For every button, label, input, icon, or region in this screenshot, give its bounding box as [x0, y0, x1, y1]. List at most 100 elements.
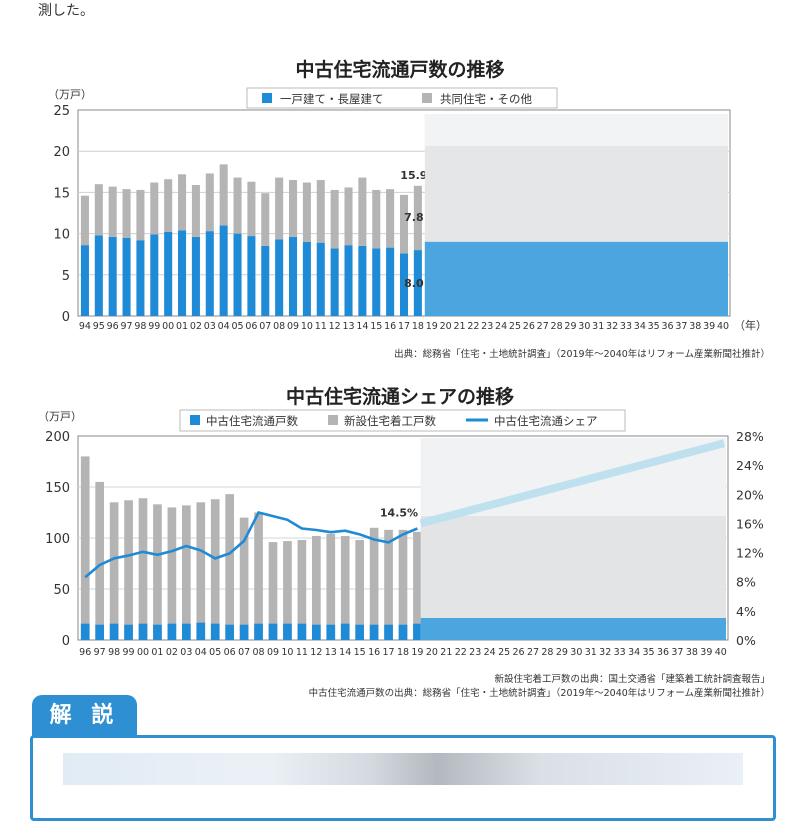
chart2-y2tick-label: 28%: [736, 429, 764, 444]
chart1-ytick-label: 10: [53, 228, 70, 243]
chart2-bar-used: [95, 624, 104, 640]
chart1-xtick-label: 02: [190, 321, 202, 332]
chart2-xtick-label: 16: [368, 647, 380, 658]
chart2-bar-new: [384, 529, 393, 640]
chart1-bar-detached: [191, 236, 200, 316]
chart2-bar-used: [167, 623, 177, 640]
chart1-xtick-label: 96: [107, 321, 119, 332]
chart2-blurred-forecast-line: [419, 439, 726, 528]
chart1-bar-other: [136, 189, 145, 241]
chart1-xtick-label: 27: [537, 321, 549, 332]
chart2-xtick-label: 37: [671, 647, 683, 658]
chart2-xtick-label: 33: [614, 647, 626, 658]
chart2-xtick-label: 13: [325, 647, 337, 658]
chart1-xtick-label: 04: [218, 321, 230, 332]
chart1-xtick-label: 09: [287, 321, 299, 332]
chart1-xtick-label: 30: [578, 321, 590, 332]
chart1-xtick-label: 11: [315, 321, 327, 332]
chart1-legend-swatch-other: [422, 93, 432, 103]
chart1-bar-other: [219, 164, 228, 226]
chart2-legend-box: [179, 409, 626, 432]
chart1-xtick-label: 10: [301, 321, 313, 332]
chart2-yunit: （万戸）: [38, 410, 82, 423]
chart1-annot-total: 15.9: [400, 169, 427, 182]
chart2-y2tick-label: 12%: [736, 546, 764, 561]
chart1-legend-other: 共同住宅・その他: [440, 92, 532, 106]
chart2-ytick-label: 100: [45, 532, 70, 547]
chart2-xtick-label: 08: [253, 647, 265, 658]
chart1-bar-other: [302, 182, 311, 242]
chart1-xtick-label: 19: [426, 321, 438, 332]
chart1-ytick-label: 25: [53, 104, 70, 119]
chart1-bar-other: [80, 195, 89, 246]
chart1-xtick-label: 40: [717, 321, 729, 332]
chart2-legend-swatch-new: [328, 415, 338, 425]
chart2-ytick-label: 200: [45, 430, 70, 445]
chart2-bar-used: [153, 624, 162, 640]
chart2-bar-new: [413, 531, 422, 640]
chart2-xtick-label: 20: [426, 647, 438, 658]
chart1-yunit: （万戸）: [48, 88, 92, 101]
chart2-xtick-label: 19: [411, 647, 423, 658]
chart1-xtick-label: 39: [703, 321, 715, 332]
chart2-bar-new: [182, 505, 191, 640]
chart1-bar-other: [288, 180, 298, 237]
chart1-xtick-label: 23: [481, 321, 493, 332]
chart2-xtick-label: 10: [281, 647, 293, 658]
chart1-bar-other: [150, 182, 159, 235]
chart1-bar-other: [316, 180, 325, 243]
chart1-legend-box: [246, 87, 558, 109]
chart1-xtick-label: 33: [620, 321, 632, 332]
chart1-xunit: （年）: [734, 318, 767, 332]
chart2-bar-new: [340, 535, 350, 640]
chart2-xtick-label: 14: [339, 647, 351, 658]
chart1-bar-detached: [399, 253, 409, 316]
chart1-bar-other: [94, 184, 103, 236]
chart2-bar-used: [369, 624, 379, 640]
chart1-xtick-label: 01: [176, 321, 188, 332]
chart1-xtick-label: 22: [467, 321, 479, 332]
chart2-y2tick-label: 24%: [736, 458, 764, 473]
chart2-xtick-label: 06: [224, 647, 236, 658]
chart1-xtick-label: 08: [273, 321, 285, 332]
chart1-xtick-label: 13: [342, 321, 354, 332]
chart2-legend-swatch-used: [190, 415, 200, 425]
chart2-bar-new: [80, 456, 90, 640]
chart1-bar-detached: [136, 240, 145, 316]
chart2-xtick-label: 18: [397, 647, 409, 658]
chart1-ytick-label: 5: [62, 269, 70, 284]
explanation-tab[interactable]: 解 説: [32, 695, 137, 737]
chart2-legend-share: 中古住宅流通シェア: [494, 414, 598, 428]
chart2-xtick-label: 17: [383, 647, 395, 658]
chart1-xtick-label: 28: [551, 321, 563, 332]
chart1-xtick-label: 05: [231, 321, 243, 332]
chart1-bar-other: [164, 179, 173, 232]
chart1-bar-other: [247, 181, 256, 237]
chart2-xtick-label: 97: [94, 647, 106, 658]
chart1-bar-detached: [344, 245, 353, 316]
chart1-xtick-label: 37: [675, 321, 687, 332]
chart2-y2tick-label: 0%: [736, 633, 756, 648]
chart2-bar-new: [283, 541, 292, 640]
chart2-bar-used: [340, 623, 350, 640]
chart1-xtick-label: 36: [662, 321, 674, 332]
chart2-bar-new: [109, 502, 119, 640]
chart2-bar-new: [95, 481, 104, 640]
chart2-bar-used: [398, 624, 408, 640]
chart2-bar-used: [210, 623, 220, 640]
chart1-bar-other: [344, 187, 353, 246]
chart1-bar-other: [358, 177, 367, 246]
chart1-xtick-label: 18: [412, 321, 424, 332]
chart2-bar-used: [109, 623, 119, 640]
chart2-bar-used: [413, 623, 422, 640]
chart2-bar-used: [182, 623, 191, 640]
chart2-bar-new: [153, 504, 162, 640]
chart2-xtick-label: 11: [296, 647, 308, 658]
chart2-xtick-label: 40: [715, 647, 727, 658]
chart1-bar-other: [122, 189, 131, 238]
chart2-y2tick-label: 16%: [736, 516, 764, 531]
chart1-blurred-forecast-detached: [424, 241, 728, 316]
chart2-xtick-label: 36: [657, 647, 669, 658]
chart2-bar-used: [196, 622, 206, 640]
chart1-bar-detached: [316, 242, 325, 316]
